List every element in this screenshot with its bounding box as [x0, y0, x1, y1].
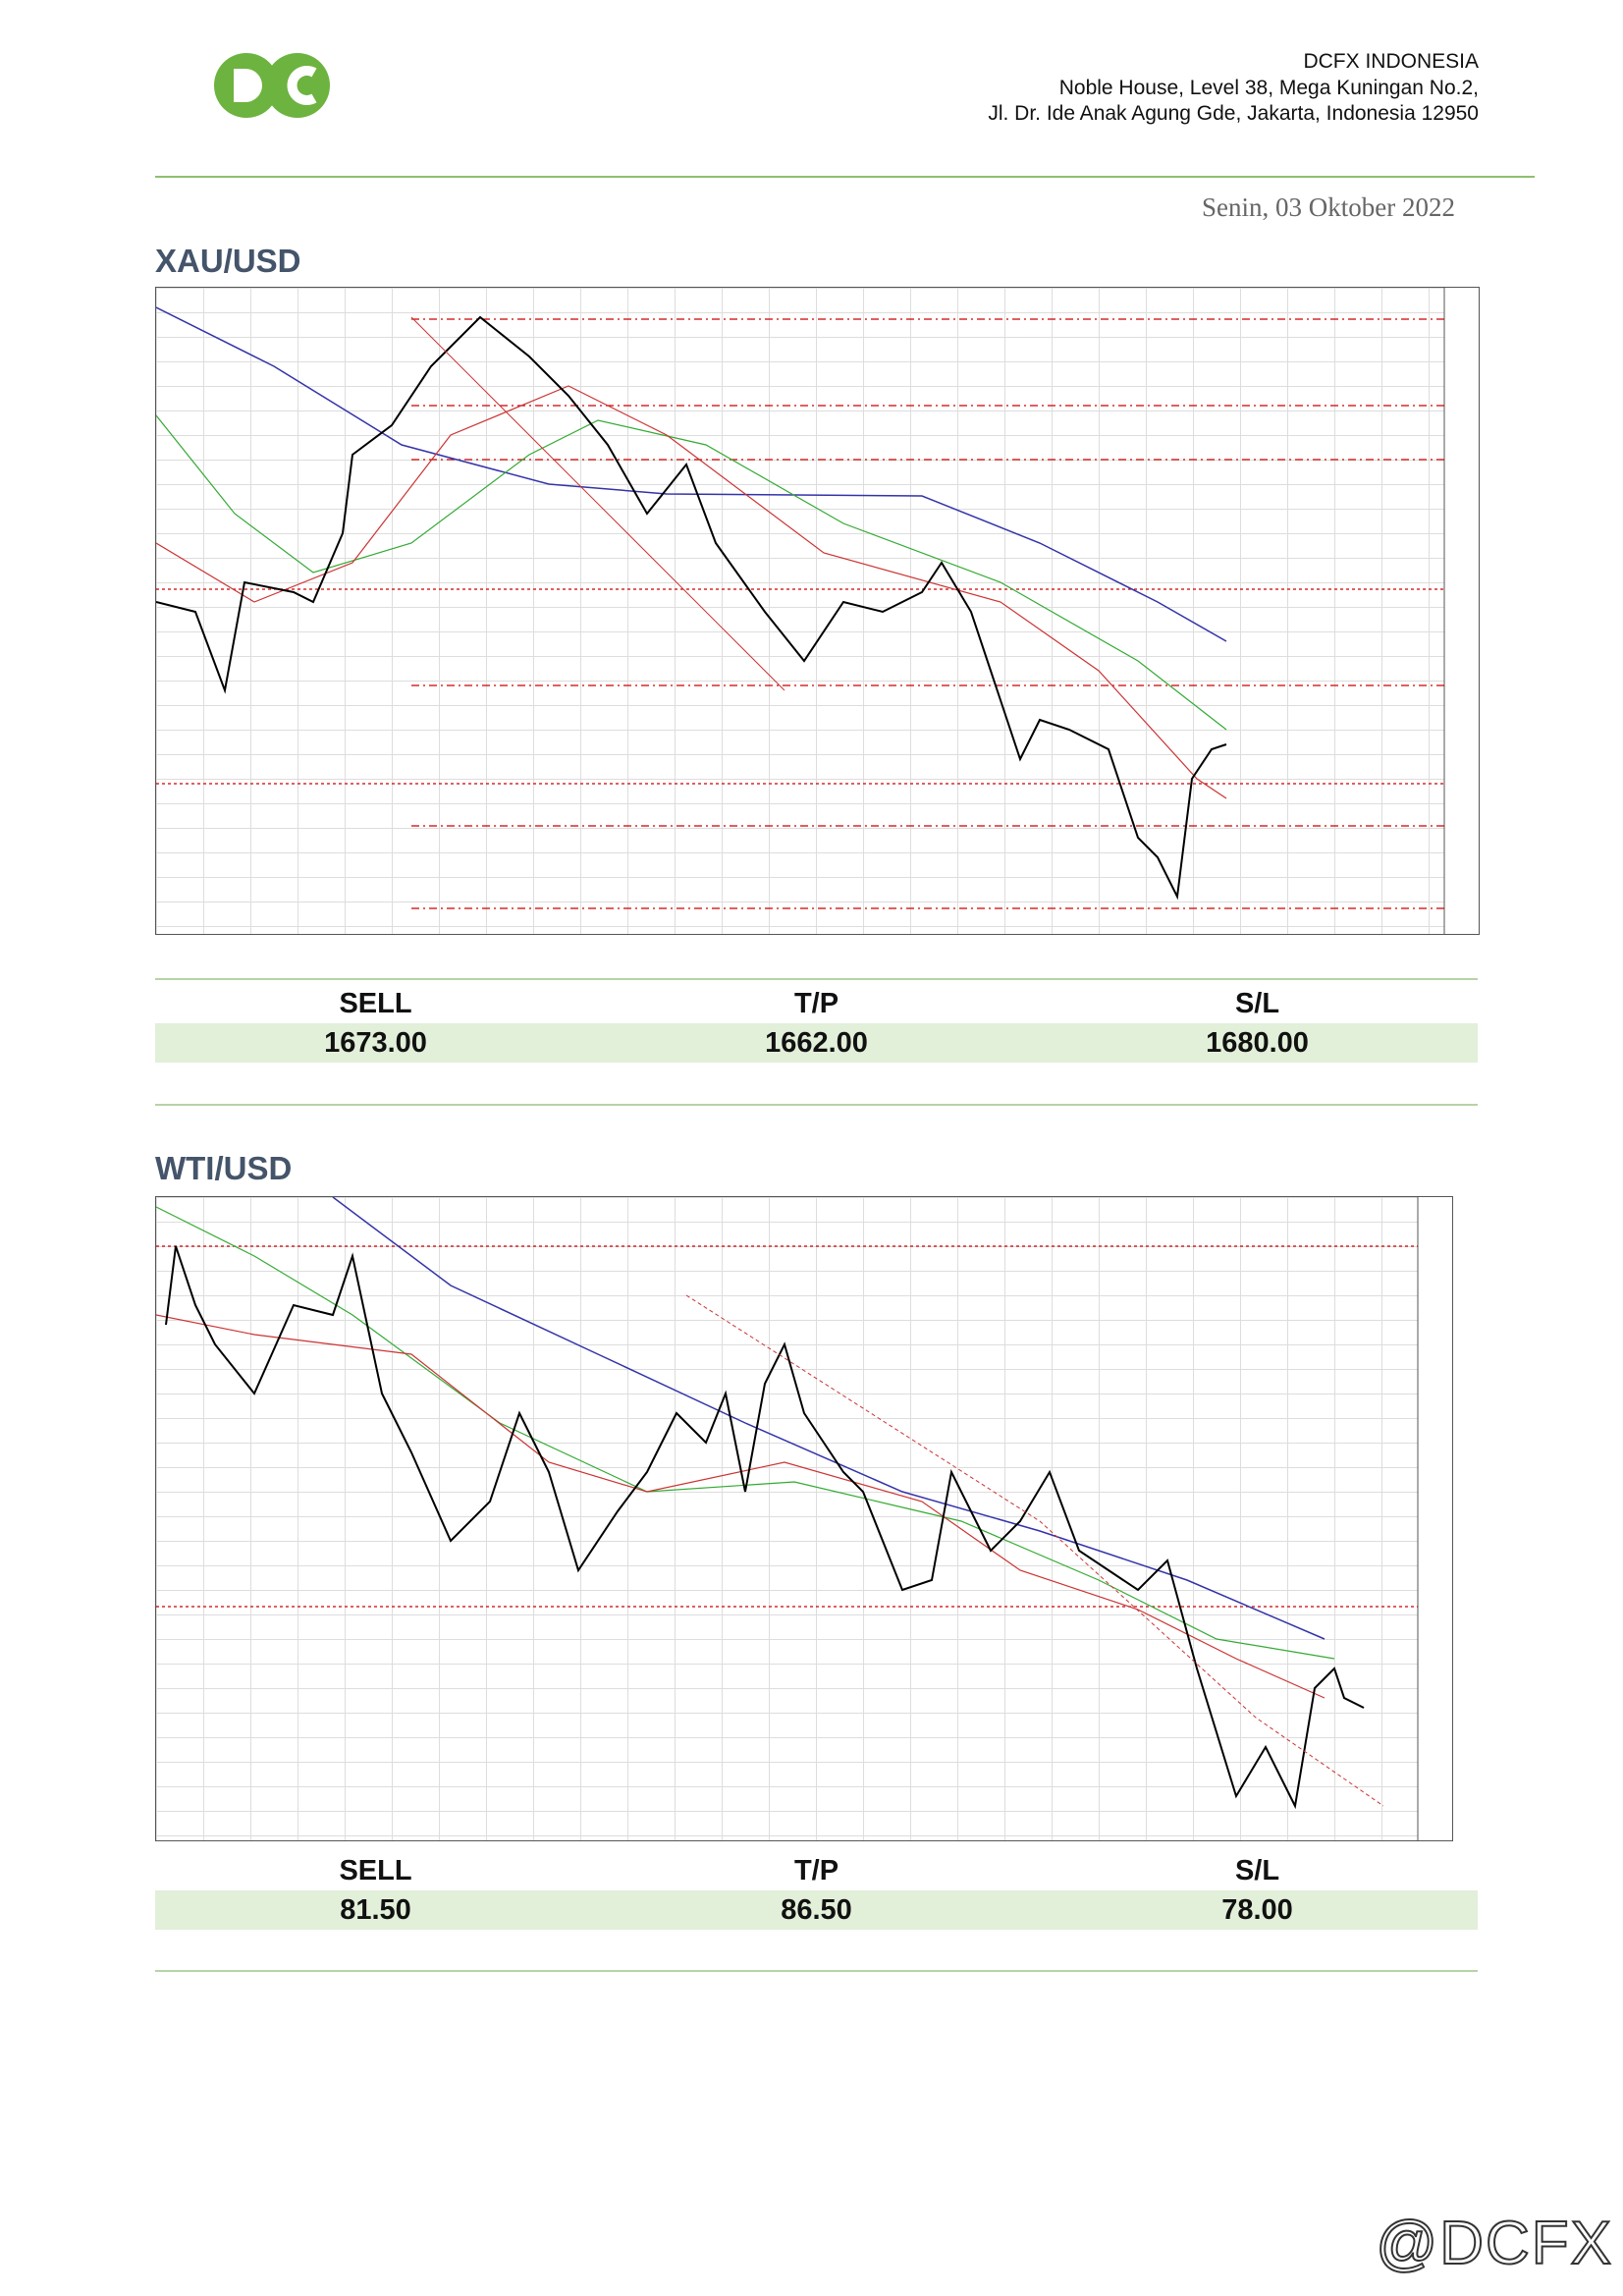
signal-table: SELL T/P S/L 1673.00 1662.00 1680.00	[155, 984, 1478, 1063]
address: Jl. Dr. Ide Anak Agung Gde, Jakarta, Ind…	[988, 102, 1479, 125]
address: Noble House, Level 38, Mega Kuningan No.…	[1058, 77, 1479, 99]
header-cell: SELL	[339, 987, 412, 1019]
value-cell: 1662.00	[765, 1026, 868, 1059]
divider	[155, 1970, 1478, 1972]
header-cell: T/P	[793, 987, 839, 1019]
divider	[155, 176, 1535, 178]
table-values: 1673.00 1662.00 1680.00	[155, 1023, 1478, 1063]
date: Senin, 03 Oktober 2022	[1202, 192, 1455, 222]
logo	[214, 53, 330, 118]
value-cell: 1673.00	[324, 1026, 427, 1059]
header-cell: S/L	[1234, 987, 1280, 1019]
divider	[155, 1104, 1478, 1106]
chart-drawing	[155, 288, 1479, 934]
company: DCFX INDONESIA	[1303, 50, 1479, 73]
value-cell: 86.50	[781, 1893, 852, 1926]
header-cell: T/P	[793, 1854, 839, 1886]
chart-screenshot	[155, 287, 1480, 935]
header-cell: SELL	[339, 1854, 412, 1886]
value-cell: 78.00	[1221, 1893, 1293, 1926]
chart-screenshot	[155, 1196, 1453, 1841]
watermark: @DCFX	[1375, 2209, 1613, 2278]
value-cell: 1680.00	[1206, 1026, 1309, 1059]
value-cell: 81.50	[340, 1893, 411, 1926]
table-header: SELL T/P S/L	[155, 984, 1478, 1023]
section-title: WTI/USD	[155, 1150, 293, 1186]
chart-drawing	[155, 1196, 1452, 1840]
signal-table: SELL T/P S/L 81.50 86.50 78.00	[155, 1851, 1478, 1930]
table-values: 81.50 86.50 78.00	[155, 1890, 1478, 1930]
header-cell: S/L	[1234, 1854, 1280, 1886]
divider	[155, 978, 1478, 980]
section-title: XAU/USD	[155, 243, 301, 279]
table-header: SELL T/P S/L	[155, 1851, 1478, 1890]
